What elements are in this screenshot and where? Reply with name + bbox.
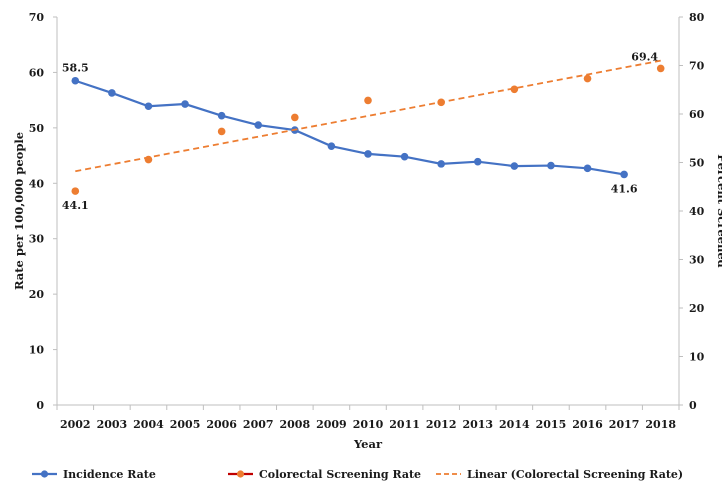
left-tick-label: 60 xyxy=(29,66,45,79)
legend-swatch-marker xyxy=(40,470,49,478)
incidence-rate-point xyxy=(437,160,445,168)
x-tick-label: 2003 xyxy=(97,418,128,431)
legend-label: Linear (Colorectal Screening Rate) xyxy=(467,468,683,481)
right-axis-title: Percent Screened xyxy=(715,154,722,267)
right-tick-label: 80 xyxy=(689,11,705,24)
right-tick-label: 30 xyxy=(689,254,705,267)
x-tick-label: 2011 xyxy=(389,418,420,431)
left-tick-label: 20 xyxy=(29,288,45,301)
left-axis-title: Rate per 100,000 people xyxy=(12,132,26,290)
x-tick-label: 2014 xyxy=(499,418,530,431)
legend-label: Colorectal Screening Rate xyxy=(259,468,421,481)
x-tick-label: 2016 xyxy=(572,418,603,431)
legend-swatch-marker xyxy=(236,470,245,478)
data-label: 44.1 xyxy=(62,199,89,212)
legend-label: Incidence Rate xyxy=(63,468,156,481)
screening-rate-point xyxy=(71,187,80,195)
screening-rate-point xyxy=(217,127,226,136)
screening-rate-point xyxy=(291,113,299,122)
x-tick-label: 2013 xyxy=(462,418,493,431)
incidence-rate-point xyxy=(400,152,409,161)
incidence-rate-point xyxy=(620,170,628,179)
x-tick-label: 2018 xyxy=(645,418,676,431)
left-tick-label: 30 xyxy=(29,233,45,246)
series-layer xyxy=(71,59,665,195)
x-tick-label: 2012 xyxy=(426,418,457,431)
x-tick-label: 2005 xyxy=(170,418,201,431)
incidence-rate-line xyxy=(74,79,625,176)
incidence-rate-point xyxy=(473,157,482,166)
incidence-rate-point xyxy=(510,162,519,170)
data-label: 41.6 xyxy=(611,182,638,195)
left-tick-label: 50 xyxy=(29,122,45,135)
axes: 0 10 20 30 40 50 60 70 0 10 20 30 40 50 60 70 80 2002 2003… xyxy=(12,11,722,451)
incidence-rate-point xyxy=(181,100,189,108)
incidence-rate-point xyxy=(144,102,153,111)
right-tick-label: 40 xyxy=(689,205,705,218)
screening-rate-point xyxy=(656,64,665,73)
right-tick-label: 50 xyxy=(689,157,705,170)
x-tick-label: 2007 xyxy=(243,418,274,431)
x-tick-label: 2004 xyxy=(133,418,164,431)
data-label: 58.5 xyxy=(62,62,89,75)
x-tick-label: 2002 xyxy=(60,418,91,431)
left-tick-label: 10 xyxy=(29,344,45,357)
left-tick-label: 0 xyxy=(36,399,44,412)
incidence-rate-point xyxy=(71,76,80,85)
right-tick-label: 10 xyxy=(689,351,705,364)
left-tick-label: 40 xyxy=(29,177,45,190)
screening-rate-point xyxy=(510,85,519,94)
labels-layer: 58.5 44.1 41.6 69.4 xyxy=(62,50,659,212)
right-tick-label: 60 xyxy=(689,108,705,121)
x-tick-label: 2010 xyxy=(353,418,384,431)
x-tick-label: 2006 xyxy=(206,418,237,431)
incidence-rate-point xyxy=(327,142,336,150)
incidence-rate-point xyxy=(254,121,263,129)
x-tick-label: 2009 xyxy=(316,418,347,431)
incidence-rate-point xyxy=(108,89,116,97)
legend: Incidence Rate Colorectal Screening Rate L… xyxy=(32,468,683,481)
right-tick-label: 0 xyxy=(689,399,697,412)
x-tick-label: 2015 xyxy=(536,418,567,431)
x-tick-label: 2008 xyxy=(280,418,311,431)
screening-rate-point xyxy=(583,74,592,83)
data-label: 69.4 xyxy=(631,50,658,63)
x-axis-title: Year xyxy=(353,437,383,451)
left-tick-label: 70 xyxy=(29,11,45,24)
incidence-rate-point xyxy=(583,164,592,173)
right-tick-label: 20 xyxy=(689,302,705,315)
x-tick-label: 2017 xyxy=(609,418,640,431)
screening-rate-point xyxy=(364,96,372,105)
incidence-rate-point xyxy=(364,150,372,158)
incidence-rate-point xyxy=(217,111,226,120)
right-tick-label: 70 xyxy=(689,60,705,73)
incidence-rate-point xyxy=(547,161,555,170)
